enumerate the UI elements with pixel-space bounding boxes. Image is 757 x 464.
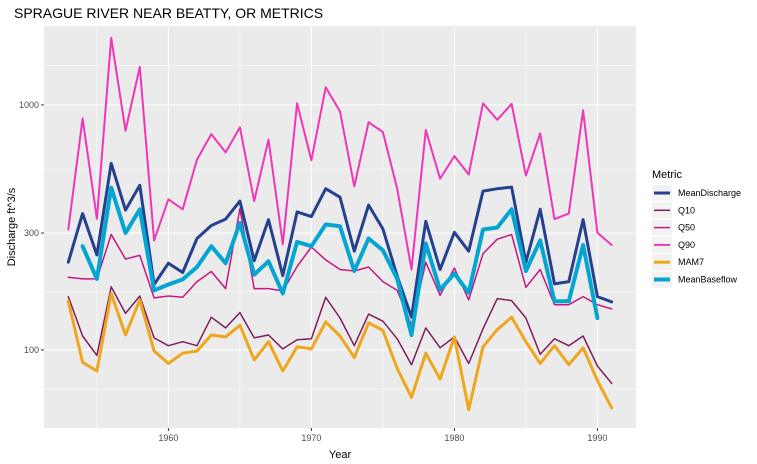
- y-tick-label: 1000: [19, 100, 39, 110]
- legend-title: Metric: [652, 169, 682, 181]
- legend: Metric MeanDischarge Q10 Q50 Q90 MAM7 MeanBas…: [652, 169, 741, 288]
- x-tick-label: 1980: [444, 433, 464, 443]
- x-axis-title: Year: [329, 449, 352, 461]
- y-tick-label: 100: [24, 345, 39, 355]
- legend-label-meanbaseflow: MeanBaseflow: [678, 275, 738, 285]
- legend-items: MeanDischarge Q10 Q50 Q90 MAM7 MeanBaseflow: [652, 185, 741, 288]
- series-line-q50: [67, 207, 613, 327]
- y-tick-label: 300: [24, 228, 39, 238]
- x-tick-label: 1960: [158, 433, 178, 443]
- series-line-meanbaseflow: [80, 185, 600, 337]
- series-line-q10: [67, 286, 613, 385]
- series-line-q90: [67, 36, 613, 271]
- series-lines: [66, 36, 614, 412]
- legend-label-q50: Q50: [678, 223, 695, 233]
- x-tick-label: 1990: [587, 433, 607, 443]
- y-axis-ticks: 100 300 1000: [19, 100, 44, 355]
- x-tick-label: 1970: [301, 433, 321, 443]
- legend-label-q10: Q10: [678, 205, 695, 215]
- series-line-mam7: [66, 292, 614, 412]
- legend-label-q90: Q90: [678, 240, 695, 250]
- legend-label-mam7: MAM7: [678, 257, 704, 267]
- legend-label-meandischarge: MeanDischarge: [678, 188, 741, 198]
- x-axis-ticks: 1960 1970 1980 1990: [158, 428, 607, 443]
- series-line-meandischarge: [66, 161, 614, 319]
- chart-title: SPRAGUE RIVER NEAR BEATTY, OR METRICS: [14, 5, 323, 21]
- y-axis-title: Discharge ft^3/s: [6, 187, 18, 266]
